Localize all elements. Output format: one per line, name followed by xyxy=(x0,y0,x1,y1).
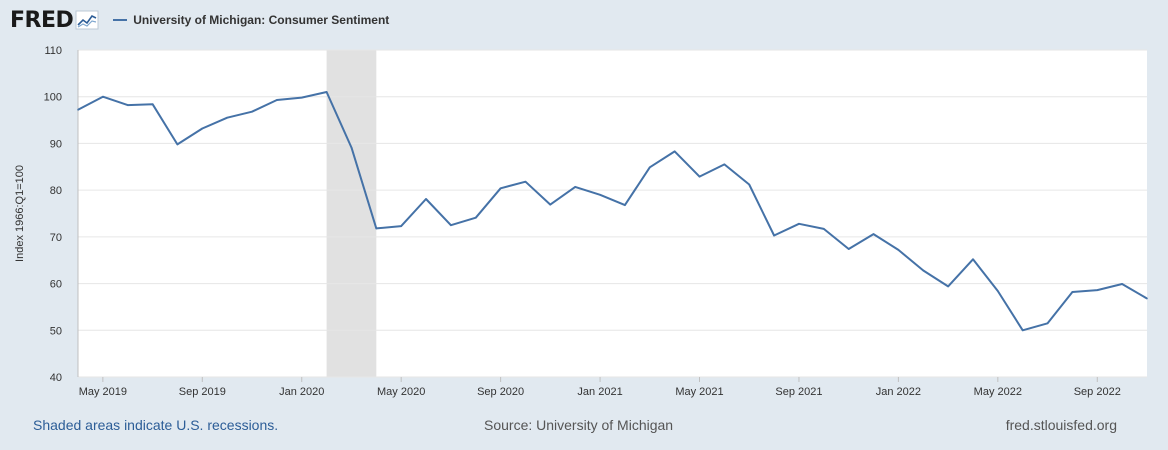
data-point xyxy=(1096,289,1099,291)
recession-shade xyxy=(326,50,377,377)
data-point xyxy=(126,104,129,106)
recession-note: Shaded areas indicate U.S. recessions. xyxy=(33,417,279,433)
data-point xyxy=(798,222,800,225)
y-tick-label: 40 xyxy=(50,372,62,384)
data-point xyxy=(648,166,651,169)
line-chart: 40 50 60 70 80 90 100 110 Index 1966:Q1=100 May 2… xyxy=(14,45,1148,398)
data-point xyxy=(350,146,353,149)
data-point xyxy=(823,228,825,230)
data-point xyxy=(325,91,328,93)
data-point xyxy=(524,180,527,183)
data-point xyxy=(748,183,751,186)
x-tick-label: Jan 2022 xyxy=(876,386,921,398)
chart-area: 40 50 60 70 80 90 100 110 Index 1966:Q1=100 May 2… xyxy=(0,40,1168,405)
data-point xyxy=(972,258,974,261)
data-point xyxy=(276,99,278,101)
y-tick-label: 60 xyxy=(50,279,62,291)
y-tick-label: 80 xyxy=(50,185,62,197)
data-point xyxy=(201,127,204,130)
data-point xyxy=(574,186,577,188)
data-point xyxy=(450,224,452,226)
data-point xyxy=(673,150,676,153)
data-point xyxy=(251,110,253,113)
legend-series-label: University of Michigan: Consumer Sentime… xyxy=(133,13,390,27)
data-point xyxy=(847,248,850,250)
data-point xyxy=(474,216,477,219)
data-point xyxy=(176,143,179,146)
data-point xyxy=(1146,297,1148,300)
x-tick-label: Sep 2021 xyxy=(775,386,822,398)
fred-logo[interactable]: FRED xyxy=(10,8,99,33)
data-point xyxy=(400,225,402,227)
data-point xyxy=(151,103,154,105)
data-point xyxy=(723,163,726,166)
legend-series-swatch xyxy=(113,19,128,21)
x-tick-label: Sep 2022 xyxy=(1074,386,1121,398)
data-point xyxy=(300,96,303,99)
data-point xyxy=(897,249,900,251)
plot-background xyxy=(78,50,1147,377)
data-point xyxy=(599,194,601,196)
source-note: Source: University of Michigan xyxy=(484,417,674,433)
x-tick-label: May 2022 xyxy=(974,386,1022,398)
data-point xyxy=(1071,291,1074,293)
data-point xyxy=(698,175,701,178)
data-point xyxy=(624,204,626,206)
data-point xyxy=(1121,283,1123,285)
data-point xyxy=(375,227,378,230)
x-tick-label: May 2020 xyxy=(377,386,425,398)
x-tick-label: Jan 2020 xyxy=(279,386,324,398)
data-point xyxy=(997,290,999,292)
data-point xyxy=(1021,329,1024,332)
x-tick-label: Sep 2020 xyxy=(477,386,524,398)
y-tick-label: 100 xyxy=(44,92,62,104)
data-point xyxy=(922,269,925,272)
y-tick-label: 90 xyxy=(50,138,62,150)
chart-trend-icon xyxy=(75,10,99,30)
series-line xyxy=(77,91,1148,332)
y-tick-label: 50 xyxy=(50,325,62,337)
chart-header: FRED University of Michigan: Consumer Se… xyxy=(10,6,389,34)
x-tick-label: May 2019 xyxy=(79,386,127,398)
y-axis-label: Index 1966:Q1=100 xyxy=(14,165,26,262)
y-tick-label: 110 xyxy=(44,45,62,57)
data-point xyxy=(226,116,228,119)
x-tick-label: Sep 2019 xyxy=(179,386,226,398)
data-point xyxy=(773,234,775,237)
data-point xyxy=(102,95,104,98)
fred-logo-text: FRED xyxy=(10,7,74,33)
data-point xyxy=(1046,322,1049,325)
data-point xyxy=(947,285,949,288)
data-point xyxy=(499,187,502,190)
site-link[interactable]: fred.stlouisfed.org xyxy=(1005,417,1117,433)
x-tick-label: Jan 2021 xyxy=(577,386,622,398)
data-point xyxy=(425,198,427,200)
chart-legend: University of Michigan: Consumer Sentime… xyxy=(113,13,389,27)
y-tick-label: 70 xyxy=(50,232,62,244)
x-tick-label: May 2021 xyxy=(675,386,723,398)
data-point xyxy=(872,233,875,235)
data-point xyxy=(549,203,552,206)
data-point xyxy=(77,108,79,111)
